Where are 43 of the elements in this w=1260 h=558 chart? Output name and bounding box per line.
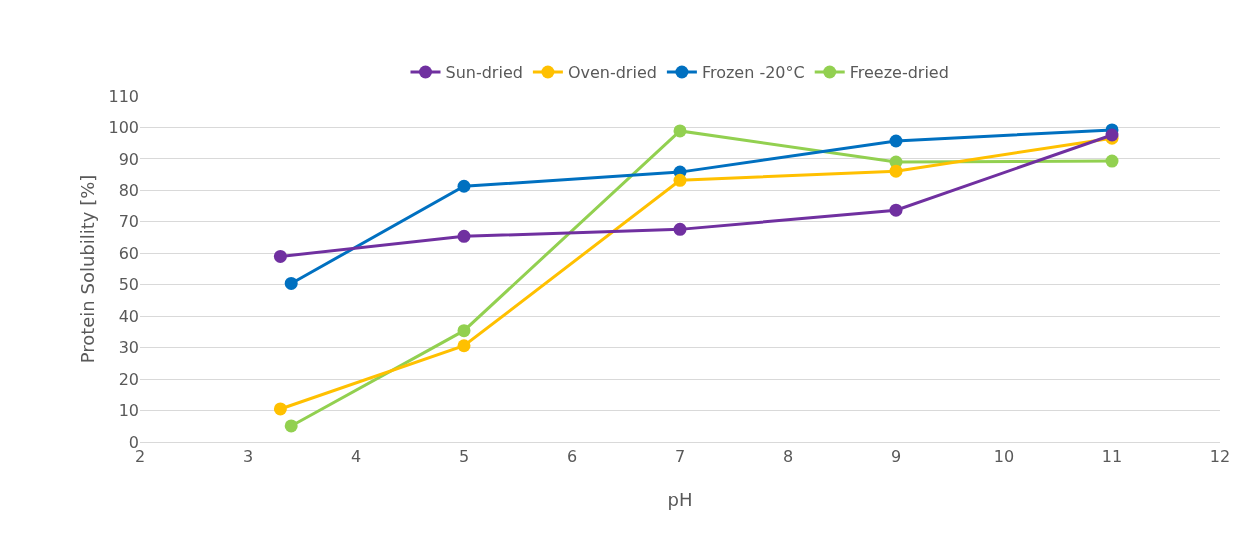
x-tick-label: 5 [458,447,470,467]
x-tick-label: 9 [890,447,902,467]
x-tick-label: 4 [350,447,362,467]
y-tick-label: 40 [118,306,139,326]
legend-label: Sun-dried [445,63,523,83]
point [889,203,903,217]
legend-label: Frozen -20°C [701,63,805,83]
point [673,222,687,236]
legend-label: Freeze-dried [849,63,949,83]
y-tick-label: 50 [118,275,139,295]
x-tick-label: 12 [1209,447,1231,467]
x-tick-label: 11 [1101,447,1123,467]
point [673,173,687,187]
point [1105,154,1119,168]
point [457,229,471,243]
point [284,276,298,290]
point [889,134,903,148]
y-tick-label: 70 [118,212,139,232]
x-tick-label: 10 [993,447,1015,467]
x-tick-label: 3 [242,447,254,467]
legend-label: Oven-dried [567,63,657,83]
point [457,179,471,193]
y-tick-label: 100 [108,118,139,138]
point [673,124,687,138]
point [273,249,287,263]
y-axis-title: Protein Solubility [%] [77,174,98,364]
y-tick-label: 60 [118,243,139,263]
x-tick-label: 8 [782,447,794,467]
x-tick-label: 6 [566,447,578,467]
y-tick-label: 80 [118,180,139,200]
point [457,339,471,353]
point [273,402,287,416]
x-axis-title: pH [667,489,693,510]
y-tick-label: 10 [118,401,139,421]
point [284,419,298,433]
y-tick-label: 20 [118,369,139,389]
x-tick-label: 2 [134,447,146,467]
x-tick-label: 7 [674,447,686,467]
point [889,164,903,178]
y-tick-label: 90 [118,149,139,169]
y-tick-label: 30 [118,338,139,358]
point [457,324,471,338]
y-tick-label: 110 [108,86,139,106]
